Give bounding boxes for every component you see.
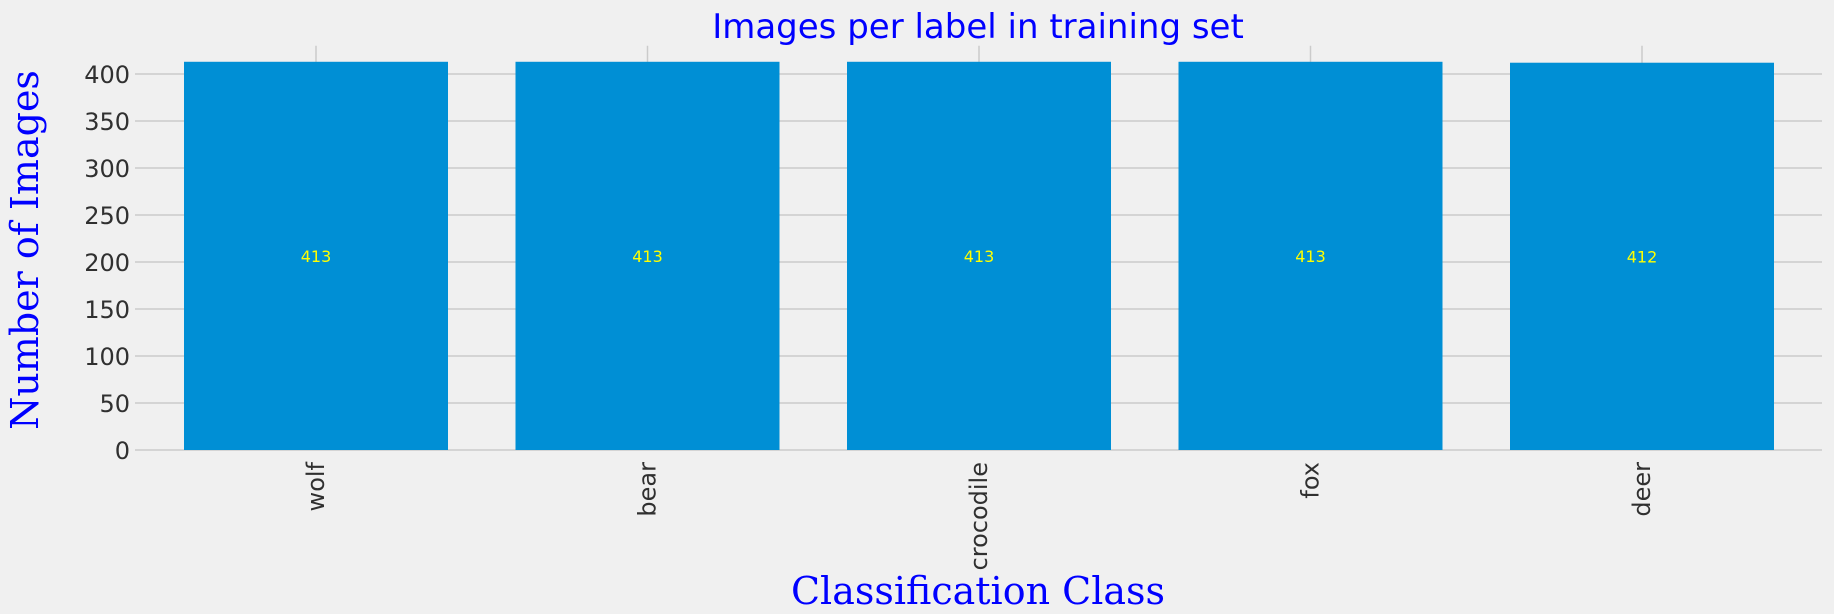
bar-bear xyxy=(515,61,780,450)
bars-layer xyxy=(184,61,1774,450)
x-axis-title: Classification Class xyxy=(791,569,1165,613)
x-tick-label-fox: fox xyxy=(1297,462,1325,499)
data-label-fox: 413 xyxy=(1295,247,1326,266)
data-label-crocodile: 413 xyxy=(964,247,995,266)
bar-fox xyxy=(1178,61,1443,450)
bar-crocodile xyxy=(847,61,1111,450)
data-label-bear: 413 xyxy=(632,247,663,266)
x-tick-label-crocodile: crocodile xyxy=(965,462,993,570)
data-label-deer: 412 xyxy=(1627,247,1658,266)
chart-title: Images per label in training set xyxy=(712,7,1244,47)
labels-layer: 0 50 100 150 200 250 300 350 400 413 wolf 413 bear 41… xyxy=(84,61,1657,570)
y-tick-label: 100 xyxy=(84,343,130,371)
y-tick-label: 50 xyxy=(99,390,130,418)
y-axis-title: Number of Images xyxy=(3,70,47,430)
y-tick-label: 400 xyxy=(84,61,130,89)
data-label-wolf: 413 xyxy=(301,247,332,266)
x-tick-label-deer: deer xyxy=(1628,462,1656,517)
bar-wolf xyxy=(184,61,448,450)
x-tick-label-wolf: wolf xyxy=(302,461,330,511)
y-tick-label: 150 xyxy=(84,296,130,324)
y-tick-label: 350 xyxy=(84,108,130,136)
y-tick-label: 0 xyxy=(115,437,130,465)
bar-deer xyxy=(1510,62,1774,450)
y-tick-label: 200 xyxy=(84,249,130,277)
y-tick-label: 300 xyxy=(84,155,130,183)
x-tick-label-bear: bear xyxy=(634,462,662,517)
y-tick-label: 250 xyxy=(84,202,130,230)
